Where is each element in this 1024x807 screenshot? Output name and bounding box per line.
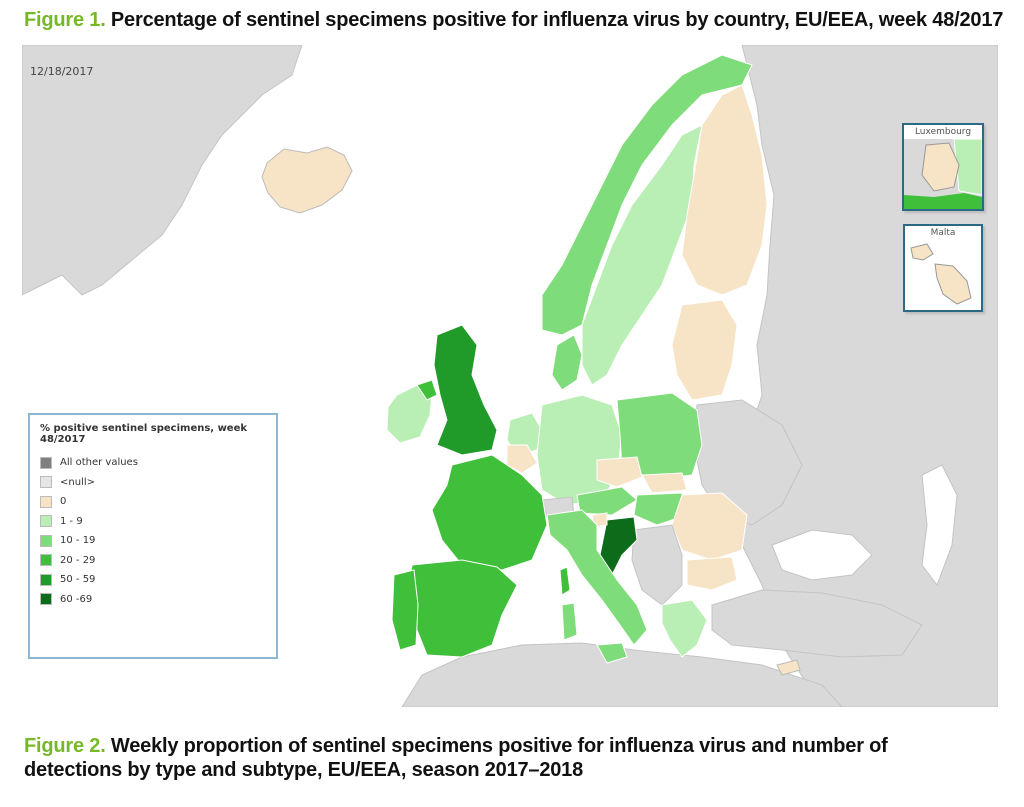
europe-map[interactable]: 12/18/2017 Luxembourg Malta % positive s… [22,45,998,707]
greenland [22,45,303,296]
corsica [559,566,571,596]
portugal [391,569,419,651]
legend-item: 50 - 59 [40,570,266,590]
cyprus [776,659,801,676]
figure-2-caption: Figure 2. Weekly proportion of sentinel … [24,734,888,782]
legend-items: All other values <null> 0 1 - 9 10 - 19 20 - … [40,453,266,609]
poland [616,392,703,481]
legend-label: All other values [60,457,138,469]
italy [546,509,648,646]
legend-label: <null> [60,476,95,488]
figure-2-title-line1: Weekly proportion of sentinel specimens … [110,735,888,757]
luxembourg-inset[interactable]: Luxembourg [902,123,984,211]
legend-swatch [40,593,52,606]
iceland [261,146,353,214]
belgium [506,444,538,474]
legend-item: 20 - 29 [40,551,266,571]
balkans [631,524,683,606]
map-canvas [22,45,998,707]
legend-swatch [40,456,52,469]
legend-swatch [40,515,52,528]
black-sea [771,529,873,581]
turkey [711,589,923,658]
legend-swatch [40,573,52,586]
malta-inset[interactable]: Malta [903,224,983,312]
northern-ireland [416,379,438,401]
baltic-states [671,299,738,401]
legend-swatch [40,495,52,508]
bulgaria [686,556,738,591]
hungary [633,492,688,526]
spain [406,559,518,658]
legend-item: 10 - 19 [40,531,266,551]
norway [541,54,753,336]
figure-1-title: Percentage of sentinel specimens positiv… [110,9,1004,31]
legend-item: All other values [40,453,266,473]
france [431,454,548,571]
map-date-stamp: 12/18/2017 [30,65,94,78]
czechia [596,456,643,488]
caspian-sea [921,464,958,587]
figure-2-title-line2: detections by type and subtype, EU/EEA, … [24,759,584,781]
legend-label: 60 -69 [60,593,93,605]
legend-item: <null> [40,473,266,493]
legend-item: 60 -69 [40,590,266,610]
malta-inset-map [910,243,972,305]
map-legend: % positive sentinel specimens, week 48/2… [28,413,278,659]
sardinia [561,602,578,641]
north-africa [401,642,843,707]
figure-1-caption: Figure 1. Percentage of sentinel specime… [24,8,1003,32]
croatia [599,516,638,577]
legend-label: 20 - 29 [60,554,96,566]
germany [536,394,623,506]
luxembourg-inset-map [904,138,982,209]
united-kingdom [433,324,498,456]
legend-swatch [40,554,52,567]
legend-swatch [40,534,52,547]
slovakia [641,472,688,494]
legend-swatch [40,476,52,489]
legend-item: 1 - 9 [40,512,266,532]
legend-item: 0 [40,492,266,512]
malta-inset-label: Malta [930,228,956,238]
denmark [551,334,583,391]
legend-label: 50 - 59 [60,574,96,586]
legend-title: % positive sentinel specimens, week 48/2… [40,423,248,445]
figure-2-number: Figure 2. [24,735,106,757]
figure-1-number: Figure 1. [24,9,106,31]
sicily [596,642,628,664]
legend-label: 1 - 9 [60,515,83,527]
legend-label: 10 - 19 [60,535,96,547]
greece [661,599,708,658]
luxembourg-inset-label: Luxembourg [914,127,972,137]
finland [681,84,768,296]
legend-label: 0 [60,496,67,508]
